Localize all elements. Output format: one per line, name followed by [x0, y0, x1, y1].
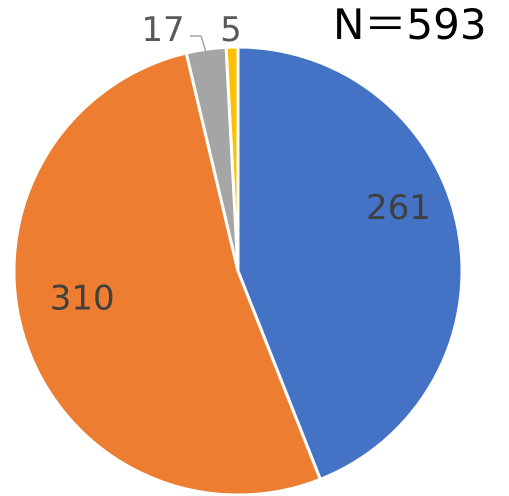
data-label-5: 5 [220, 10, 242, 50]
data-label-261: 261 [366, 188, 431, 228]
pie-slice-310 [12, 51, 322, 496]
sample-size-label: N＝593 [333, 0, 487, 49]
data-label-310: 310 [50, 278, 115, 318]
pie-slice-261 [236, 45, 464, 481]
pie-slice-5 [224, 45, 240, 273]
data-label-17: 17 [141, 10, 184, 50]
leader-line-17 [190, 35, 207, 53]
